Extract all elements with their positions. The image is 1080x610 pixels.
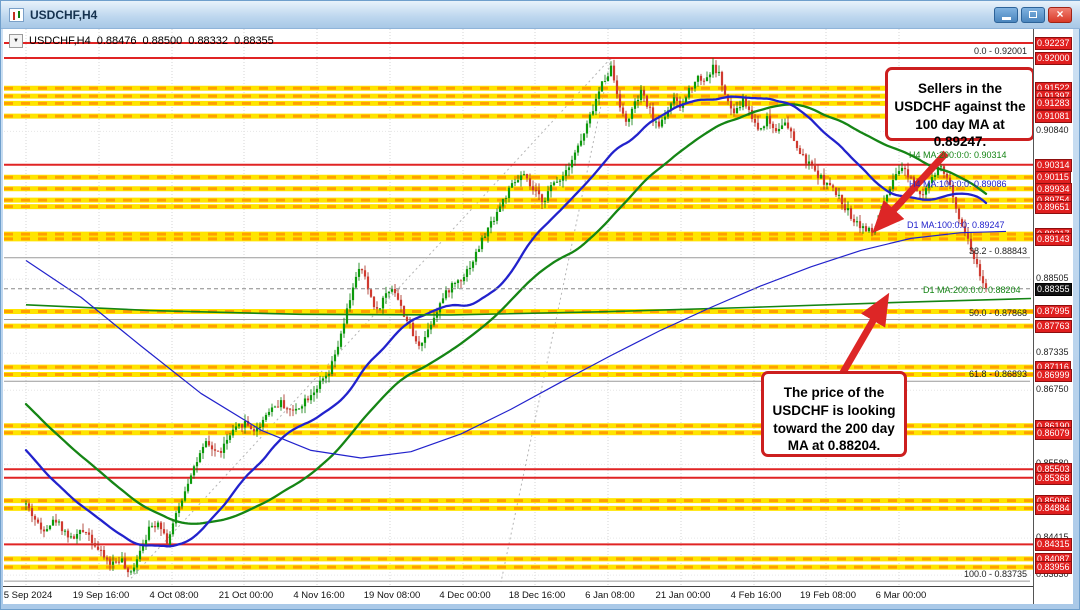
- time-axis-label: 21 Jan 00:00: [655, 590, 711, 601]
- annotation-sellers-100day[interactable]: Sellers in the USDCHF against the 100 da…: [885, 67, 1035, 149]
- fib-level-label: 61.8 - 0.86893: [968, 369, 1027, 380]
- ma-value-label: H4 MA:100:0:0: 0.89086: [909, 179, 1007, 189]
- fib-level-label: 0.0 - 0.92001: [973, 45, 1027, 56]
- price-scale-label: 0.91081: [1035, 110, 1072, 124]
- window-titlebar[interactable]: USDCHF,H4 ×: [1, 1, 1080, 29]
- price-scale-label: 0.89651: [1035, 200, 1072, 214]
- fib-level-label: 100.0 - 0.83735: [963, 569, 1027, 580]
- price-scale-label: 0.86079: [1035, 426, 1072, 440]
- time-axis-label: 4 Feb 16:00: [730, 590, 782, 601]
- price-chart[interactable]: [4, 29, 1033, 586]
- ma-value-label: D1 MA:100:0:0: 0.89247: [907, 220, 1005, 230]
- time-axis-label: 19 Nov 08:00: [363, 590, 421, 601]
- price-scale-label: 0.92237: [1035, 37, 1072, 50]
- price-scale-label: 0.85368: [1035, 471, 1072, 485]
- restore-button[interactable]: [1021, 7, 1045, 23]
- price-scale-label: 0.87335: [1036, 347, 1069, 358]
- window-title: USDCHF,H4: [30, 7, 98, 22]
- ohlc-low: 0.88332: [188, 35, 229, 47]
- time-axis-label: 19 Sep 16:00: [72, 590, 130, 601]
- time-axis-label: 6 Jan 08:00: [585, 590, 635, 601]
- ma-value-label: H4 MA:200:0:0: 0.90314: [909, 150, 1007, 160]
- ohlc-bar: ▼ USDCHF,H4 0.88476 0.88500 0.88332 0.88…: [9, 34, 274, 48]
- time-axis-label: 21 Oct 00:00: [218, 590, 274, 601]
- fib-level-label: 50.0 - 0.87868: [968, 307, 1027, 318]
- price-scale-label: 0.84315: [1035, 538, 1072, 552]
- time-axis-label: 18 Dec 16:00: [508, 590, 566, 601]
- chart-icon: [9, 7, 24, 22]
- price-scale-label: 0.86750: [1036, 384, 1069, 395]
- fib-level-label: 38.2 - 0.88843: [968, 245, 1027, 256]
- minimize-icon: [1001, 17, 1011, 20]
- price-scale-label: 0.83956: [1035, 561, 1072, 575]
- minimize-button[interactable]: [994, 7, 1018, 23]
- price-scale-label: 0.86999: [1035, 368, 1072, 382]
- ohlc-high: 0.88500: [142, 35, 183, 47]
- ohlc-open: 0.88476: [96, 35, 137, 47]
- price-scale-label: 0.88505: [1036, 273, 1069, 284]
- time-axis-label: 19 Feb 08:00: [800, 590, 856, 601]
- ohlc-symbol: USDCHF,H4: [29, 35, 91, 47]
- price-scale-label: 0.90840: [1036, 125, 1069, 136]
- price-scale[interactable]: 0.908400.885050.873350.867500.855800.844…: [1033, 29, 1073, 604]
- price-scale-label: 0.91283: [1035, 97, 1072, 111]
- price-scale-label: 0.87995: [1035, 305, 1072, 319]
- price-scale-label: 0.90314: [1035, 158, 1072, 172]
- time-axis-label: 4 Oct 08:00: [149, 590, 199, 601]
- price-scale-label: 0.84884: [1035, 502, 1072, 516]
- price-scale-label: 0.89143: [1035, 232, 1072, 246]
- symbol-dropdown-icon[interactable]: ▼: [9, 34, 23, 48]
- time-axis-label: 4 Dec 00:00: [439, 590, 491, 601]
- annotation-toward-200day[interactable]: The price of the USDCHF is looking towar…: [761, 371, 907, 457]
- restore-icon: [1029, 11, 1037, 18]
- price-scale-label: 0.87763: [1035, 320, 1072, 334]
- price-scale-label: 0.84415: [1036, 532, 1069, 543]
- current-price-tag: 0.88355: [1035, 282, 1072, 296]
- time-axis-label: 5 Sep 2024: [3, 590, 53, 601]
- time-axis-label: 6 Mar 00:00: [875, 590, 927, 601]
- price-scale-label: 0.92000: [1035, 52, 1072, 65]
- ohlc-close: 0.88355: [234, 35, 274, 47]
- ma-value-label: D1 MA:200:0:0: 0.88204: [923, 285, 1021, 295]
- close-button[interactable]: ×: [1048, 7, 1072, 23]
- time-axis[interactable]: 5 Sep 2024 19 Sep 16:00 4 Oct 08:00 21 Oct …: [3, 586, 1033, 604]
- time-axis-label: 4 Nov 16:00: [293, 590, 345, 601]
